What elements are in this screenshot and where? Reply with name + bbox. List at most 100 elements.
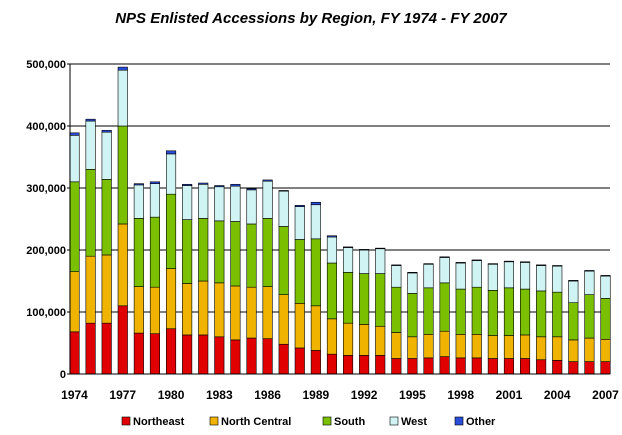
bar-segment-northeast bbox=[519, 358, 531, 375]
bar-segment-north-central bbox=[310, 305, 321, 351]
bar-segment-other bbox=[455, 262, 466, 264]
bar-segment-west bbox=[149, 183, 161, 218]
bar-segment-west bbox=[342, 247, 354, 273]
bar-segment-other bbox=[214, 185, 225, 188]
bar-segment-north-central bbox=[246, 286, 257, 339]
bar-segment-northeast bbox=[455, 357, 466, 375]
bar-segment-south bbox=[326, 262, 338, 320]
bar-segment-other bbox=[342, 246, 354, 248]
bar-segment-west bbox=[326, 236, 338, 264]
bar-segment-other bbox=[519, 261, 531, 263]
bar-segment-other bbox=[101, 130, 112, 133]
bar-segment-west bbox=[375, 248, 386, 274]
bar-segment-south bbox=[342, 272, 354, 324]
bar-segment-north-central bbox=[342, 322, 354, 356]
bar-segment-west bbox=[182, 185, 193, 220]
bar-segment-south bbox=[423, 287, 434, 335]
bar-segment-other bbox=[117, 66, 128, 71]
bar-segment-northeast bbox=[407, 358, 418, 375]
bar-segment-north-central bbox=[198, 280, 209, 336]
x-tick-label: 1977 bbox=[109, 388, 136, 402]
x-tick-label: 1995 bbox=[399, 388, 426, 402]
bar-segment-other bbox=[407, 272, 418, 274]
bar-segment-west bbox=[552, 265, 563, 293]
bar-segment-northeast bbox=[391, 358, 402, 375]
bar-segment-north-central bbox=[214, 282, 225, 338]
x-tick-label: 1983 bbox=[206, 388, 233, 402]
bar-segment-other bbox=[278, 190, 289, 192]
bar-segment-other bbox=[552, 265, 563, 267]
y-tick-label: 300,000 bbox=[26, 183, 66, 195]
bar-segment-other bbox=[568, 280, 579, 282]
legend-label: Other bbox=[466, 416, 496, 428]
bar-segment-other bbox=[294, 205, 305, 207]
bar-segment-west bbox=[230, 185, 241, 222]
bar-segment-other bbox=[536, 264, 547, 266]
bar-segment-other bbox=[165, 150, 177, 155]
bar-segment-west bbox=[519, 262, 531, 290]
bar-segment-south bbox=[278, 226, 289, 295]
bar-segment-south bbox=[117, 125, 128, 225]
bar-segment-northeast bbox=[310, 350, 321, 375]
bar-segment-other bbox=[487, 263, 498, 265]
bar-segment-west bbox=[487, 263, 498, 291]
bar-segment-northeast bbox=[117, 305, 128, 375]
legend: Northeast North Central South West Other bbox=[121, 416, 496, 428]
bar-segment-south bbox=[101, 179, 112, 256]
bar-segment-northeast bbox=[375, 355, 386, 375]
y-tick-label: 100,000 bbox=[26, 307, 66, 319]
bar-segment-northeast bbox=[101, 322, 112, 375]
bar-segment-other bbox=[310, 201, 321, 206]
bar-segment-northeast bbox=[359, 355, 370, 375]
bar-segment-northeast bbox=[182, 334, 193, 375]
legend-label: West bbox=[401, 416, 427, 428]
bar-segment-other bbox=[584, 270, 595, 272]
bar-segment-northeast bbox=[165, 328, 177, 375]
bar-segment-west bbox=[568, 280, 579, 304]
x-tick-label: 1980 bbox=[158, 388, 185, 402]
legend-swatch bbox=[209, 416, 219, 426]
bar-segment-north-central bbox=[600, 338, 611, 362]
bar-segment-northeast bbox=[536, 359, 547, 375]
bar-segment-south bbox=[375, 273, 386, 327]
bar-segment-west bbox=[101, 131, 112, 180]
legend-swatch bbox=[322, 416, 332, 426]
bar-segment-northeast bbox=[149, 333, 161, 375]
bar-segment-other bbox=[246, 188, 257, 191]
y-tick-label: 0 bbox=[60, 369, 66, 381]
bar-segment-south bbox=[85, 169, 96, 257]
bar-segment-northeast bbox=[471, 357, 482, 375]
bar-segment-west bbox=[198, 183, 209, 219]
bar-segment-other bbox=[133, 183, 144, 186]
bar-segment-west bbox=[584, 270, 595, 295]
bar-segment-west bbox=[278, 190, 289, 227]
bar-segment-south bbox=[455, 288, 466, 335]
bar-segment-west bbox=[214, 186, 225, 222]
bar-segment-north-central bbox=[407, 336, 418, 359]
bar-segment-south bbox=[182, 219, 193, 284]
bar-segment-northeast bbox=[262, 338, 273, 375]
bar-segment-northeast bbox=[326, 353, 338, 375]
bar-segment-northeast bbox=[342, 355, 354, 375]
bar-segment-north-central bbox=[230, 285, 241, 341]
bar-segment-south bbox=[214, 220, 225, 284]
bar-segment-north-central bbox=[133, 286, 144, 334]
bar-segment-west bbox=[85, 120, 96, 170]
bar-segment-south bbox=[584, 294, 595, 339]
bar-segment-south bbox=[310, 238, 321, 307]
bar-segment-other bbox=[375, 247, 386, 250]
bar-segment-north-central bbox=[182, 283, 193, 336]
bar-segment-south bbox=[600, 298, 611, 340]
bar-segment-northeast bbox=[198, 334, 209, 375]
bar-segment-south bbox=[503, 287, 515, 336]
x-tick-label: 2007 bbox=[592, 388, 619, 402]
bar-segment-west bbox=[536, 265, 547, 292]
bar-segment-other bbox=[262, 179, 273, 182]
bar-segment-west bbox=[471, 260, 482, 288]
bar-segment-west bbox=[391, 265, 402, 288]
bar-segment-north-central bbox=[262, 286, 273, 339]
chart-title: NPS Enlisted Accessions by Region, FY 19… bbox=[115, 10, 507, 27]
bar-segment-west bbox=[407, 272, 418, 294]
bar-segment-west bbox=[310, 204, 321, 240]
y-axis-ticks: 0 100,000 200,000 300,000 400,000 500,000 bbox=[26, 59, 70, 381]
